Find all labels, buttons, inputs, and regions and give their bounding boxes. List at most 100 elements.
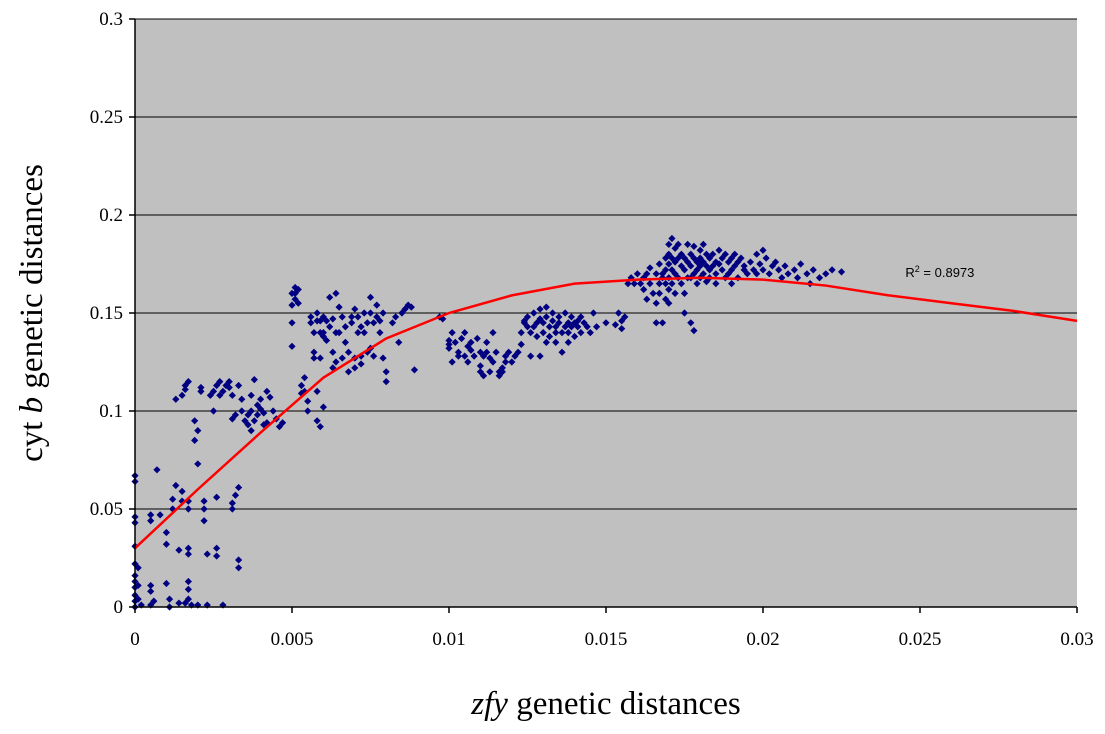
data-point <box>640 274 648 282</box>
data-point <box>618 325 626 333</box>
data-point <box>338 354 346 362</box>
data-point <box>354 329 362 337</box>
data-point <box>156 511 164 519</box>
data-point <box>552 323 560 331</box>
data-point <box>313 387 321 395</box>
x-axis-title: zfy genetic distances <box>470 686 740 722</box>
data-point <box>348 313 356 321</box>
data-point <box>322 336 331 345</box>
data-point <box>373 301 381 309</box>
data-point <box>815 274 824 282</box>
data-point <box>690 242 698 250</box>
x-tick-label: 0.02 <box>746 629 779 650</box>
data-point <box>244 421 252 429</box>
data-point <box>231 491 240 499</box>
data-point <box>545 332 554 341</box>
data-point <box>307 313 315 321</box>
data-point <box>665 240 673 248</box>
data-point <box>771 258 780 266</box>
data-point <box>228 499 236 507</box>
data-point <box>523 313 532 321</box>
data-point <box>329 348 337 356</box>
data-point <box>655 280 663 288</box>
data-point <box>181 385 189 394</box>
data-point <box>297 381 306 390</box>
data-point <box>571 332 579 341</box>
data-point <box>718 266 726 274</box>
data-point <box>244 411 252 419</box>
data-point <box>213 493 221 501</box>
data-point <box>536 352 544 360</box>
data-point <box>684 240 692 248</box>
data-point <box>671 289 679 297</box>
data-point <box>216 378 224 386</box>
data-point <box>332 289 340 297</box>
data-point <box>363 319 371 327</box>
data-point <box>448 358 456 366</box>
data-point <box>241 417 249 425</box>
data-point <box>304 407 312 415</box>
data-point <box>530 309 538 317</box>
data-point <box>200 497 208 505</box>
data-point <box>592 323 601 331</box>
data-point <box>558 348 566 356</box>
data-point <box>731 262 739 270</box>
data-point <box>228 505 236 513</box>
data-point <box>662 266 670 274</box>
data-point <box>693 258 701 266</box>
data-point <box>699 240 707 248</box>
data-point <box>178 487 186 495</box>
data-point <box>467 346 475 354</box>
data-point <box>329 315 337 323</box>
data-point <box>319 332 327 341</box>
data-point <box>313 309 321 317</box>
data-point <box>536 305 544 313</box>
data-point <box>746 258 755 266</box>
data-point <box>646 264 654 272</box>
data-point <box>702 278 711 286</box>
data-point <box>162 540 170 548</box>
data-point <box>181 599 189 607</box>
data-point <box>501 358 510 366</box>
data-point <box>680 266 689 274</box>
data-point <box>410 366 419 374</box>
data-point <box>172 481 180 490</box>
data-point <box>184 544 192 552</box>
data-point <box>665 285 673 294</box>
x-tick-label: 0.015 <box>585 629 628 650</box>
data-point <box>828 266 836 274</box>
data-point <box>762 254 770 262</box>
data-point <box>690 254 698 262</box>
data-point <box>407 303 415 311</box>
data-point <box>169 495 177 503</box>
data-point <box>677 280 685 288</box>
data-point <box>489 358 497 366</box>
data-point <box>633 270 641 278</box>
data-point <box>307 319 315 327</box>
data-point <box>674 240 682 248</box>
data-point <box>781 262 789 270</box>
y-axis-title: cyt b genetic distances <box>14 164 50 462</box>
data-point <box>514 348 522 356</box>
data-point <box>235 381 243 390</box>
data-point <box>150 597 158 605</box>
data-point <box>577 313 585 321</box>
data-point <box>505 348 513 356</box>
data-point <box>351 364 359 372</box>
data-point <box>454 352 463 360</box>
data-point <box>366 309 375 317</box>
data-point <box>662 254 670 262</box>
data-point <box>247 391 255 399</box>
data-point <box>316 317 324 325</box>
data-point <box>338 313 346 321</box>
data-point <box>784 270 792 278</box>
data-point <box>602 319 610 327</box>
data-point <box>636 280 645 288</box>
y-tick-labels: 0 0.05 0.1 0.15 0.2 0.25 0.3 <box>90 9 123 618</box>
data-point <box>319 403 327 411</box>
data-point <box>247 427 255 435</box>
data-point <box>674 254 682 262</box>
data-point <box>134 564 142 572</box>
data-point <box>357 323 365 331</box>
data-point <box>693 280 701 288</box>
